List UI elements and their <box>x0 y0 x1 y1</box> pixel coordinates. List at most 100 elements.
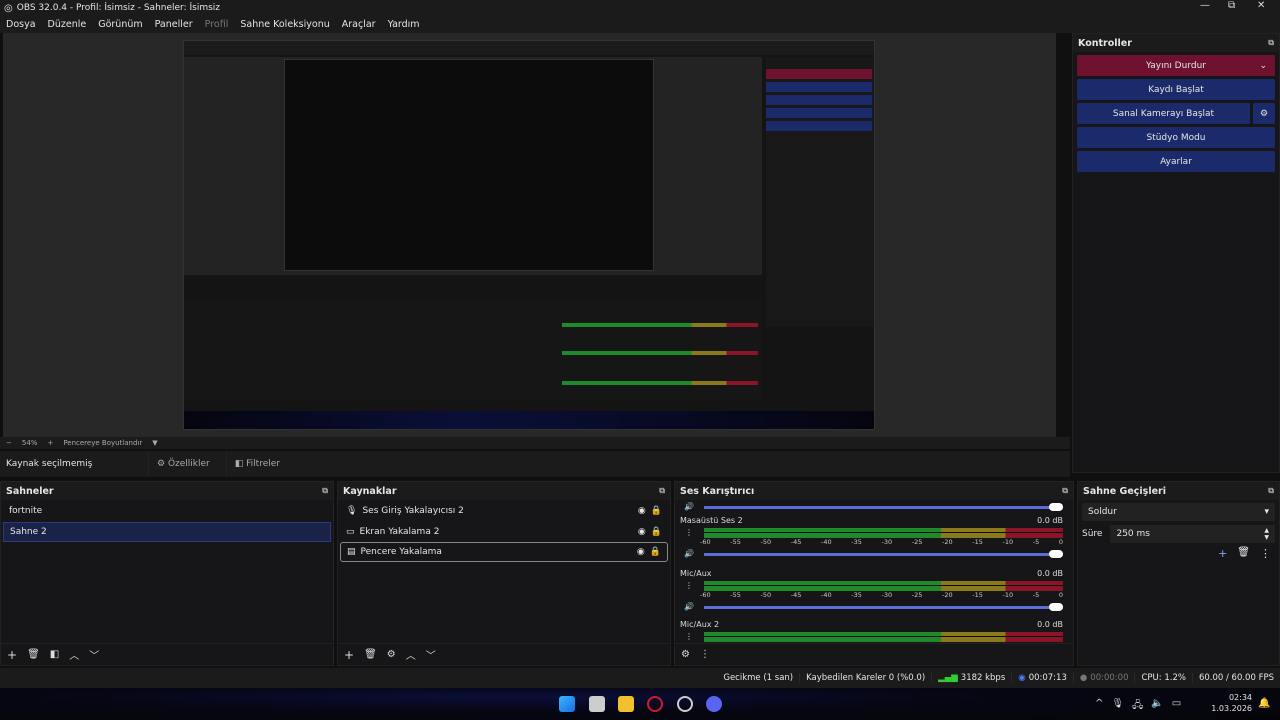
volume-slider[interactable] <box>704 603 1063 611</box>
zoom-level: 54% <box>21 439 38 447</box>
source-item[interactable]: 🎙 Ses Giriş Yakalayıcısı 2 ◉ 🔒 <box>340 501 668 521</box>
start-virtual-camera-button[interactable]: Sanal Kamerayı Başlat <box>1077 103 1250 124</box>
start-windows-icon[interactable] <box>559 696 575 712</box>
filter-icon[interactable]: ◧ <box>49 649 60 660</box>
sources-dock: Kaynaklar ⧉ 🎙 Ses Giriş Yakalayıcısı 2 ◉ 🔒 ▭… <box>337 481 671 666</box>
menu-docks[interactable]: Paneller <box>154 19 193 30</box>
trash-icon[interactable]: 🗑 <box>1237 547 1250 558</box>
menu-scene-collection[interactable]: Sahne Koleksiyonu <box>240 19 330 30</box>
scene-item[interactable]: Sahne 2 <box>3 522 331 542</box>
properties-label: Özellikler <box>167 459 210 469</box>
record-icon: ● <box>1079 673 1088 683</box>
menu-profile[interactable]: Profil <box>204 19 229 30</box>
undock-icon[interactable]: ⧉ <box>1062 486 1068 495</box>
volume-slider[interactable] <box>704 503 1063 511</box>
add-icon[interactable]: + <box>1218 547 1228 560</box>
studio-mode-button[interactable]: Stüdyo Modu <box>1077 127 1275 148</box>
chevron-down-icon[interactable]: ﹀ <box>425 651 436 662</box>
add-icon[interactable]: + <box>344 647 355 662</box>
file-explorer-icon[interactable] <box>618 696 634 712</box>
chevron-down-icon[interactable]: ﹀ <box>89 651 100 662</box>
gear-icon[interactable]: ⚙ <box>386 649 396 660</box>
menu-help[interactable]: Yardım <box>387 19 420 30</box>
task-view-icon[interactable] <box>589 696 605 712</box>
network-icon[interactable]: 🖧 <box>1132 700 1144 711</box>
advanced-audio-gear-icon[interactable]: ⚙ <box>681 649 690 660</box>
properties-button[interactable]: ⚙ Özellikler <box>148 452 218 476</box>
channel-name: Mic/Aux <box>680 569 712 578</box>
menu-file[interactable]: Dosya <box>6 19 36 30</box>
eye-icon[interactable]: ◉ <box>637 527 646 537</box>
volume-icon[interactable]: 🔊 <box>684 549 694 558</box>
eye-icon[interactable]: ◉ <box>636 547 645 557</box>
source-item[interactable]: ▭ Ekran Yakalama 2 ◉ 🔒 <box>340 522 668 542</box>
discord-icon[interactable] <box>706 696 722 712</box>
zoom-out-button[interactable]: − <box>6 439 12 447</box>
trash-icon[interactable]: 🗑 <box>364 649 377 660</box>
lock-icon[interactable]: 🔒 <box>650 506 662 516</box>
meter-tick-label: -50 <box>760 538 772 546</box>
chevron-down-icon[interactable]: ⌄ <box>1259 60 1267 71</box>
chevron-up-icon[interactable]: ^ <box>1095 698 1104 709</box>
menu-view[interactable]: Görünüm <box>98 19 143 30</box>
menu-bar: Dosya Düzenle Görünüm Paneller Profil Sa… <box>0 16 1280 33</box>
undock-icon[interactable]: ⧉ <box>1268 38 1274 47</box>
more-options-icon[interactable]: ⋮ <box>685 581 693 590</box>
meter-tick-label: -5 <box>1032 591 1040 599</box>
chevron-down-icon[interactable]: ▼ <box>152 439 158 447</box>
stop-stream-button[interactable]: Yayını Durdur ⌄ <box>1077 55 1275 76</box>
meter-tick-label: -20 <box>942 591 953 599</box>
more-options-icon[interactable]: ⋮ <box>685 528 693 537</box>
menu-tools[interactable]: Araçlar <box>341 19 376 30</box>
microphone-icon: 🎙 <box>346 506 358 516</box>
dock-title: Kaynaklar <box>343 485 397 497</box>
scene-item[interactable]: fortnite <box>9 506 43 516</box>
scale-mode-label[interactable]: Pencereye Boyutlandır <box>63 439 143 447</box>
menu-edit[interactable]: Düzenle <box>47 19 87 30</box>
more-options-icon[interactable]: ⋮ <box>699 649 710 660</box>
opera-gx-icon[interactable] <box>647 696 663 712</box>
eye-icon[interactable]: ◉ <box>637 506 646 516</box>
maximize-button[interactable]: ⧉ <box>1228 0 1236 11</box>
undock-icon[interactable]: ⧉ <box>1268 486 1274 495</box>
undock-icon[interactable]: ⧉ <box>659 486 665 495</box>
start-recording-button[interactable]: Kaydı Başlat <box>1077 79 1275 100</box>
minimize-button[interactable]: — <box>1200 0 1210 11</box>
more-options-icon[interactable]: ⋮ <box>685 632 693 641</box>
add-icon[interactable]: + <box>7 647 18 662</box>
lock-icon[interactable]: 🔒 <box>649 547 661 557</box>
virtual-camera-settings-button[interactable]: ⚙ <box>1253 103 1275 124</box>
volume-slider[interactable] <box>704 550 1063 558</box>
more-options-icon[interactable]: ⋮ <box>1260 547 1271 560</box>
gear-icon: ⚙ <box>157 459 166 469</box>
speaker-icon[interactable]: 🔈 <box>1151 698 1164 709</box>
spin-arrows-icon[interactable]: ▲ ▼ <box>1264 527 1269 541</box>
meter-tick-label: -45 <box>790 538 802 546</box>
record-time-status: ● 00:00:00 <box>1072 673 1135 683</box>
close-button[interactable]: ✕ <box>1257 0 1266 11</box>
chevron-up-icon[interactable]: ︿ <box>69 651 80 662</box>
transition-select[interactable]: Soldur ▾ <box>1082 503 1275 521</box>
obs-taskbar-icon[interactable] <box>677 696 693 712</box>
cpu-status: CPU: 1.2% <box>1134 673 1191 683</box>
filters-button[interactable]: ◧ Filtreler <box>225 452 288 476</box>
stop-stream-label: Yayını Durdur <box>1146 60 1206 71</box>
source-item[interactable]: ▤ Pencere Yakalama ◉ 🔒 <box>340 542 668 562</box>
fps-status: 60.00 / 60.00 FPS <box>1191 673 1280 683</box>
duration-spinbox[interactable]: 250 ms ▲ ▼ <box>1110 525 1275 543</box>
notification-bell-icon[interactable]: 🔔 <box>1258 698 1271 709</box>
lock-icon[interactable]: 🔒 <box>650 527 662 537</box>
clock[interactable]: 02:34 1.03.2026 <box>1206 692 1252 714</box>
zoom-in-button[interactable]: + <box>47 439 54 447</box>
meter-tick-label: -30 <box>881 591 893 599</box>
trash-icon[interactable]: 🗑 <box>27 649 40 660</box>
undock-icon[interactable]: ⧉ <box>322 486 328 495</box>
settings-button[interactable]: Ayarlar <box>1077 151 1275 172</box>
volume-icon[interactable]: 🔊 <box>684 602 694 611</box>
meter-tick-label: -5 <box>1032 538 1040 546</box>
chevron-up-icon[interactable]: ︿ <box>405 651 416 662</box>
meter-tick-label: -40 <box>821 538 832 546</box>
microphone-icon[interactable]: 🎙 <box>1111 698 1125 709</box>
volume-icon[interactable]: 🔊 <box>684 502 694 511</box>
battery-icon[interactable]: ▭ <box>1171 698 1182 709</box>
